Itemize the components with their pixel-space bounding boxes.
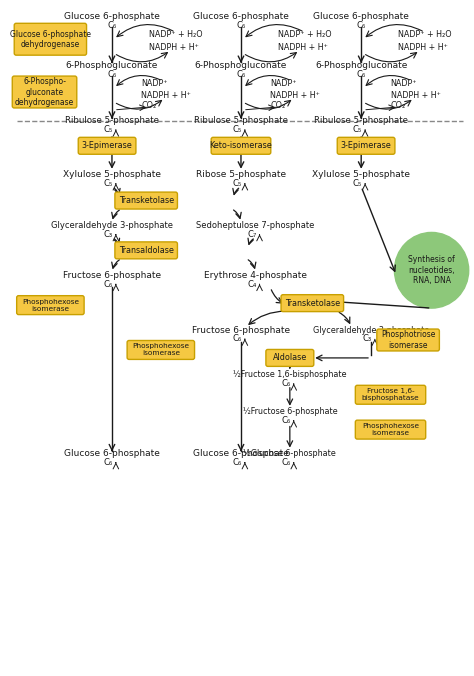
Text: NADPH + H⁺: NADPH + H⁺ <box>270 91 320 99</box>
Text: NADP⁺: NADP⁺ <box>141 78 168 88</box>
Text: NADPH + H⁺: NADPH + H⁺ <box>278 43 328 51</box>
Text: Glyceraldehyde 3-phosphate: Glyceraldehyde 3-phosphate <box>51 221 173 230</box>
Text: C₆: C₆ <box>103 458 113 467</box>
Text: Xylulose 5-phosphate: Xylulose 5-phosphate <box>63 170 161 179</box>
FancyBboxPatch shape <box>12 76 77 108</box>
FancyBboxPatch shape <box>281 295 344 312</box>
Text: C₆: C₆ <box>232 458 242 467</box>
Text: Ribulose 5-phosphate: Ribulose 5-phosphate <box>194 116 288 125</box>
Text: Keto-isomerase: Keto-isomerase <box>210 141 273 150</box>
Text: NADP⁺: NADP⁺ <box>270 78 297 88</box>
Text: C₃: C₃ <box>363 335 372 343</box>
FancyBboxPatch shape <box>115 192 177 209</box>
Text: NADP⁺ + H₂O: NADP⁺ + H₂O <box>149 30 203 39</box>
Text: NADP⁺ + H₂O: NADP⁺ + H₂O <box>278 30 332 39</box>
Text: 6-Phosphogluconate: 6-Phosphogluconate <box>66 61 158 70</box>
FancyBboxPatch shape <box>377 329 439 351</box>
Text: Xylulose 5-phosphate: Xylulose 5-phosphate <box>312 170 410 179</box>
Text: 3-Epimerase: 3-Epimerase <box>82 141 132 150</box>
Text: C₆: C₆ <box>237 70 246 78</box>
Text: Glucose 6-phosphate: Glucose 6-phosphate <box>313 11 409 21</box>
FancyBboxPatch shape <box>356 420 426 439</box>
FancyBboxPatch shape <box>78 137 136 154</box>
Circle shape <box>394 233 469 308</box>
Text: 6-Phospho-
gluconate
dehydrogenase: 6-Phospho- gluconate dehydrogenase <box>15 77 74 107</box>
Text: C₆: C₆ <box>107 70 117 78</box>
Text: C₇: C₇ <box>247 230 256 239</box>
Text: C₄: C₄ <box>247 280 256 289</box>
Text: 6-Phosphogluconate: 6-Phosphogluconate <box>195 61 287 70</box>
Text: Transketolase: Transketolase <box>118 196 174 205</box>
Text: Phosphotriose
isomerase: Phosphotriose isomerase <box>381 331 435 349</box>
Text: 3-Epimerase: 3-Epimerase <box>341 141 392 150</box>
Text: NADPH + H⁺: NADPH + H⁺ <box>391 91 440 99</box>
Text: Glyceraldehyde 3-phosphate: Glyceraldehyde 3-phosphate <box>313 326 429 335</box>
Text: NADPH + H⁺: NADPH + H⁺ <box>398 43 448 51</box>
Text: C₅: C₅ <box>353 125 362 135</box>
Text: NADPH + H⁺: NADPH + H⁺ <box>149 43 199 51</box>
FancyBboxPatch shape <box>356 385 426 404</box>
Text: CO₂: CO₂ <box>270 101 285 110</box>
FancyBboxPatch shape <box>211 137 271 154</box>
Text: C₆: C₆ <box>103 280 113 289</box>
Text: C₅: C₅ <box>232 125 242 135</box>
Text: CO₂: CO₂ <box>391 101 406 110</box>
Text: 6-Phosphogluconate: 6-Phosphogluconate <box>315 61 407 70</box>
Text: Fructose 6-phosphate: Fructose 6-phosphate <box>63 271 161 280</box>
Text: ½Fructose 6-phosphate: ½Fructose 6-phosphate <box>243 407 337 416</box>
Text: C₆: C₆ <box>281 458 291 467</box>
Text: Ribose 5-phosphate: Ribose 5-phosphate <box>196 170 286 179</box>
Text: Aldolase: Aldolase <box>273 354 307 362</box>
Text: Fructose 1,6-
bisphosphatase: Fructose 1,6- bisphosphatase <box>362 388 419 402</box>
Text: Synthesis of
nucleotides,
RNA, DNA: Synthesis of nucleotides, RNA, DNA <box>408 256 455 285</box>
FancyBboxPatch shape <box>266 349 314 366</box>
Text: Glucose 6-phosphate
dehydrogenase: Glucose 6-phosphate dehydrogenase <box>10 30 91 49</box>
Text: Phosphohexose
isomerase: Phosphohexose isomerase <box>362 423 419 436</box>
Text: Glucose 6-phosphate: Glucose 6-phosphate <box>193 449 289 458</box>
FancyBboxPatch shape <box>127 341 194 360</box>
FancyBboxPatch shape <box>337 137 395 154</box>
Text: C₆: C₆ <box>281 379 291 388</box>
Text: Glucose 6-phosphate: Glucose 6-phosphate <box>193 11 289 21</box>
Text: Fructose 6-phosphate: Fructose 6-phosphate <box>192 326 290 335</box>
Text: C₆: C₆ <box>281 416 291 425</box>
FancyBboxPatch shape <box>115 242 177 259</box>
Text: Transaldolase: Transaldolase <box>118 246 173 255</box>
Text: C₆: C₆ <box>237 21 246 30</box>
Text: Sedoheptulose 7-phosphate: Sedoheptulose 7-phosphate <box>196 221 315 230</box>
Text: Glucose 6-phosphate: Glucose 6-phosphate <box>64 449 160 458</box>
Text: CO₂: CO₂ <box>141 101 156 110</box>
FancyBboxPatch shape <box>14 23 87 55</box>
Text: C₅: C₅ <box>353 179 362 188</box>
Text: Phosphohexose
isomerase: Phosphohexose isomerase <box>132 343 189 356</box>
Text: NADPH + H⁺: NADPH + H⁺ <box>141 91 191 99</box>
Text: Ribulose 5-phosphate: Ribulose 5-phosphate <box>65 116 159 125</box>
Text: Erythrose 4-phosphate: Erythrose 4-phosphate <box>204 271 307 280</box>
Text: Glucose 6-phosphate: Glucose 6-phosphate <box>64 11 160 21</box>
Text: ½Fructose 1,6-bisphosphate: ½Fructose 1,6-bisphosphate <box>233 370 346 379</box>
Text: C₅: C₅ <box>103 125 113 135</box>
Text: C₆: C₆ <box>107 21 117 30</box>
Text: NADP⁺ + H₂O: NADP⁺ + H₂O <box>398 30 452 39</box>
Text: NADP⁺: NADP⁺ <box>391 78 417 88</box>
FancyBboxPatch shape <box>17 295 84 314</box>
Text: ½Glucose 6-phosphate: ½Glucose 6-phosphate <box>244 449 336 458</box>
Text: C₆: C₆ <box>232 335 242 343</box>
Text: Transketolase: Transketolase <box>285 299 340 308</box>
Text: C₅: C₅ <box>232 179 242 188</box>
Text: C₃: C₃ <box>103 230 113 239</box>
Text: C₆: C₆ <box>356 21 366 30</box>
Text: C₆: C₆ <box>356 70 366 78</box>
Text: C₅: C₅ <box>103 179 113 188</box>
Text: Phosphohexose
isomerase: Phosphohexose isomerase <box>22 299 79 312</box>
Text: Ribulose 5-phosphate: Ribulose 5-phosphate <box>314 116 408 125</box>
